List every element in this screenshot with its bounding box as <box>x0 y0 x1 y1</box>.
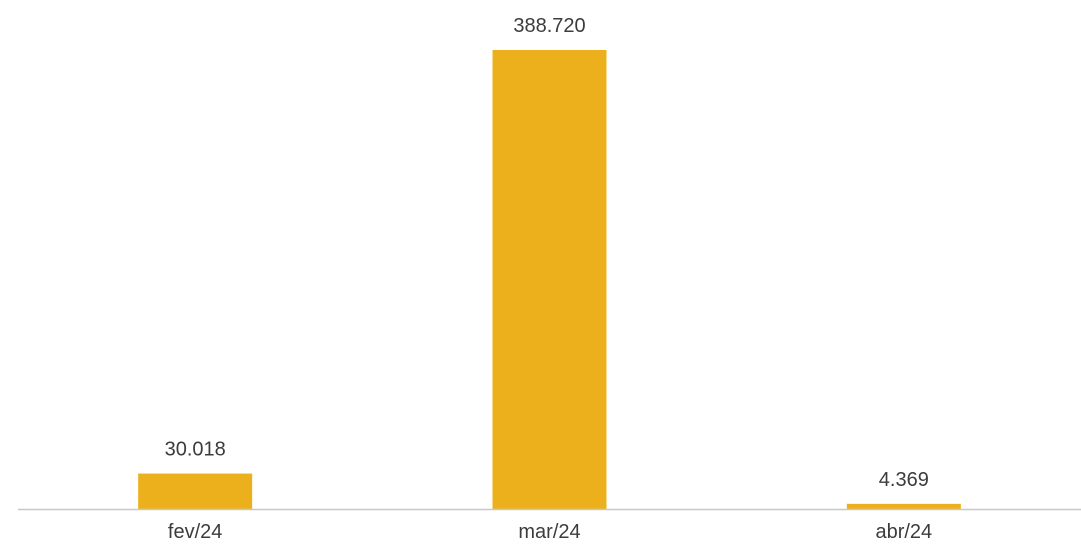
bars-group <box>138 50 961 509</box>
data-label-abr-24: 4.369 <box>879 469 929 491</box>
data-label-fev-24: 30.018 <box>165 439 226 461</box>
data-label-mar-24: 388.720 <box>513 15 585 37</box>
x-tick-label-mar-24: mar/24 <box>518 521 580 543</box>
bar-mar-24 <box>492 50 607 509</box>
value-labels-group: 30.018 388.720 4.369 <box>165 15 929 491</box>
x-tick-label-fev-24: fev/24 <box>168 521 222 543</box>
bar-fev-24 <box>138 473 253 509</box>
x-tick-label-abr-24: abr/24 <box>875 521 932 543</box>
x-tick-labels-group: fev/24 mar/24 abr/24 <box>168 521 932 543</box>
bar-abr-24 <box>846 503 961 509</box>
